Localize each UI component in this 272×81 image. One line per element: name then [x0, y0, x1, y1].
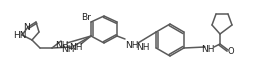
Text: N: N — [24, 23, 30, 32]
Text: HN: HN — [13, 32, 27, 40]
Text: O: O — [228, 46, 234, 55]
Text: NH: NH — [55, 41, 69, 50]
Text: NH: NH — [61, 44, 75, 53]
Text: NH: NH — [136, 43, 150, 52]
Text: Br: Br — [81, 12, 91, 21]
Text: NH: NH — [69, 43, 83, 52]
Text: NH: NH — [125, 41, 139, 50]
Text: NH: NH — [201, 44, 215, 53]
